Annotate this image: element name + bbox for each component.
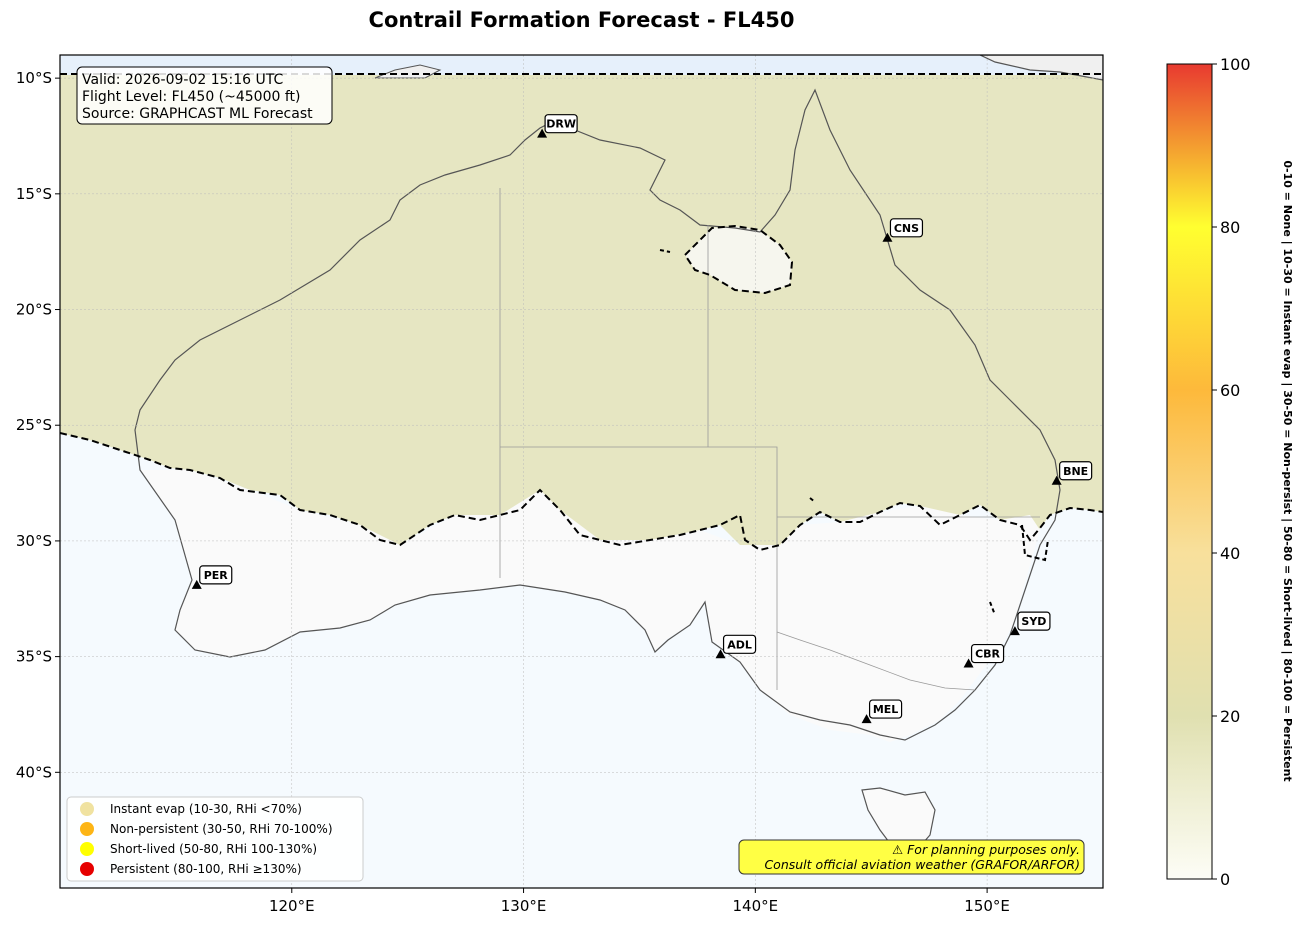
colorbar: 0 20 40 60 80 100 0-10 = None | 10-30 = Insta… [1166, 55, 1294, 889]
tick-label-lat: 35°S [16, 648, 52, 666]
airport-code: PER [204, 569, 229, 582]
airport-adl: ADL [715, 634, 757, 659]
airport-icon [963, 658, 974, 668]
airport-icon [1051, 475, 1062, 485]
airport-code: SYD [1021, 615, 1046, 628]
airport-code: DRW [546, 118, 576, 131]
legend: Instant evap (10-30, RHi <70%) Non-persis… [66, 796, 364, 882]
airport-icon [537, 128, 548, 138]
legend-marker [80, 822, 94, 836]
airport-per: PER [191, 565, 233, 589]
airport-mel: MEL [861, 699, 903, 724]
airport-drw: DRW [537, 114, 578, 138]
colorbar-tick-label: 100 [1220, 55, 1251, 74]
airport-icon [191, 579, 202, 589]
airport-bne: BNE [1051, 461, 1093, 485]
airport-icon [882, 232, 893, 242]
info-box: Valid: 2026-09-02 15:16 UTC Flight Level… [76, 66, 333, 125]
tick-label-lon: 140°E [733, 897, 779, 915]
warning-line-1: ⚠ For planning purposes only. [892, 842, 1080, 857]
tick-label-lat: 40°S [16, 763, 52, 781]
legend-label: Short-lived (50-80, RHi 100-130%) [110, 842, 317, 856]
legend-marker [80, 862, 94, 876]
contour-dry-pocket [683, 224, 794, 295]
graticule [60, 55, 1103, 888]
tick-label-lon: 150°E [964, 897, 1010, 915]
land-tasmania [861, 787, 936, 853]
legend-label: Instant evap (10-30, RHi <70%) [110, 802, 302, 816]
airport-code: ADL [727, 638, 752, 651]
map-frame [59, 54, 1104, 889]
warning-line-2: Consult official aviation weather (GRAFO… [764, 857, 1080, 872]
airport-markers: DRW CNS BNE PER SYD ADL CBR MEL [191, 114, 1093, 724]
tick-label-lat: 30°S [16, 532, 52, 550]
contrail-contour-south [60, 432, 1103, 552]
tick-label-lon: 120°E [269, 897, 315, 915]
colorbar-tick-label: 80 [1220, 218, 1240, 237]
airport-cbr: CBR [963, 643, 1005, 668]
dry-pocket [685, 226, 792, 293]
airport-code: CNS [894, 222, 919, 235]
airport-icon [1009, 626, 1020, 636]
airport-cns: CNS [882, 218, 924, 242]
info-source: Source: GRAPHCAST ML Forecast [82, 106, 313, 122]
colorbar-tick-label: 60 [1220, 381, 1240, 400]
airport-syd: SYD [1009, 611, 1051, 636]
airport-code: MEL [873, 703, 898, 716]
airport-code: CBR [975, 648, 1000, 661]
airport-code: BNE [1063, 465, 1088, 478]
info-flight-level: Flight Level: FL450 (~45000 ft) [82, 89, 301, 105]
airport-icon [715, 649, 726, 659]
colorbar-tick-label: 40 [1220, 544, 1240, 563]
colorbar-label: 0-10 = None | 10-30 = Instant evap | 30-… [1281, 160, 1294, 781]
warning-box: ⚠ For planning purposes only. Consult of… [738, 839, 1085, 875]
legend-marker [80, 802, 94, 816]
colorbar-tick-label: 20 [1220, 707, 1240, 726]
axis-ticks: 120°E 130°E 140°E 150°E 10°S 15°S 20°S 25°S 30°S… [16, 69, 1010, 915]
state-borders [499, 188, 1040, 691]
legend-label: Non-persistent (30-50, RHi 70-100%) [110, 822, 333, 836]
tick-label-lat: 15°S [16, 185, 52, 203]
colorbar-tick-label: 0 [1220, 870, 1230, 889]
tick-label-lat: 20°S [16, 301, 52, 319]
colorbar-gradient [1166, 63, 1213, 880]
coastline [134, 88, 1061, 741]
tick-label-lat: 25°S [16, 416, 52, 434]
legend-label: Persistent (80-100, RHi ≥130%) [110, 862, 302, 876]
map-title: Contrail Formation Forecast - FL450 [368, 8, 795, 32]
legend-marker [80, 842, 94, 856]
tick-label-lon: 130°E [501, 897, 547, 915]
info-valid: Valid: 2026-09-02 15:16 UTC [82, 72, 283, 88]
airport-icon [861, 714, 872, 724]
land-south [140, 470, 1040, 742]
tick-label-lat: 10°S [16, 69, 52, 87]
